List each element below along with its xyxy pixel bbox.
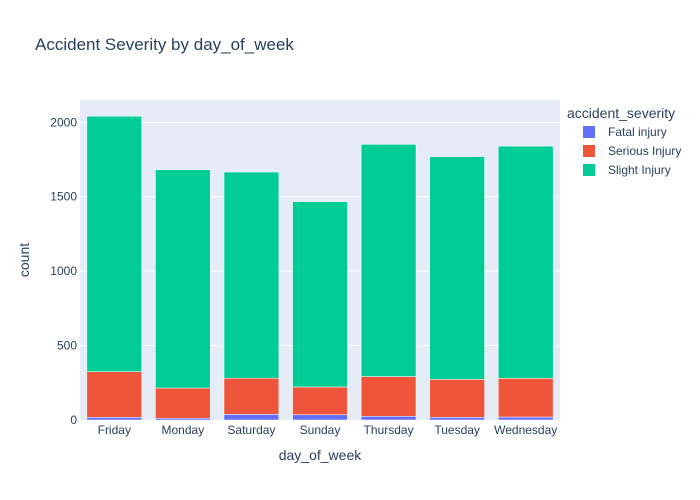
- y-tick-label: 1500: [50, 190, 77, 204]
- bar-sunday-slight-injury: [292, 201, 348, 388]
- bar-wednesday-fatal-injury: [498, 416, 554, 421]
- x-tick-label: Thursday: [364, 423, 414, 437]
- bar-wednesday-serious-injury: [498, 378, 554, 418]
- legend: accident_severity Fatal injury Serious In…: [567, 105, 681, 177]
- legend-label: Fatal injury: [608, 125, 667, 139]
- legend-label: Serious Injury: [608, 144, 681, 158]
- bar-saturday-slight-injury: [223, 171, 280, 379]
- legend-title: accident_severity: [567, 105, 675, 121]
- y-tick-label: 500: [57, 339, 77, 353]
- bar-tuesday-serious-injury: [429, 379, 485, 418]
- bar-tuesday-fatal-injury: [429, 417, 485, 421]
- bar-saturday-fatal-injury: [223, 414, 280, 421]
- x-tick-label: Monday: [162, 423, 205, 437]
- x-tick-label: Wednesday: [494, 423, 557, 437]
- y-axis-ticks: 0 500 1000 1500 2000: [50, 115, 77, 427]
- bar-friday-serious-injury: [86, 371, 142, 418]
- bar-monday-slight-injury: [155, 169, 211, 389]
- bar-friday-fatal-injury: [86, 417, 142, 421]
- bar-saturday-serious-injury: [223, 377, 280, 415]
- x-tick-label: Sunday: [300, 423, 341, 437]
- legend-swatch: [583, 164, 595, 176]
- bar-thursday-slight-injury: [360, 144, 417, 377]
- bars: [86, 115, 554, 421]
- chart-title: Accident Severity by day_of_week: [35, 35, 294, 54]
- legend-swatch: [583, 126, 595, 138]
- legend-items: Fatal injury Serious Injury Slight Injury: [583, 125, 681, 177]
- bar-sunday-serious-injury: [292, 386, 348, 416]
- legend-label: Slight Injury: [608, 163, 671, 177]
- bar-thursday-fatal-injury: [360, 416, 417, 421]
- bar-friday-slight-injury: [86, 115, 142, 372]
- bar-monday-serious-injury: [155, 387, 211, 419]
- x-axis-title: day_of_week: [279, 447, 363, 463]
- y-tick-label: 1000: [50, 264, 77, 278]
- bar-wednesday-slight-injury: [498, 145, 554, 379]
- x-axis-ticks: Friday Monday Saturday Sunday Thursday Tuesda…: [98, 423, 558, 437]
- bar-thursday-serious-injury: [360, 376, 417, 417]
- y-axis-title: count: [16, 243, 32, 277]
- y-tick-label: 2000: [50, 115, 77, 129]
- bar-monday-fatal-injury: [155, 417, 211, 421]
- y-tick-label: 0: [70, 413, 77, 427]
- bar-sunday-fatal-injury: [292, 414, 348, 421]
- x-tick-label: Friday: [98, 423, 131, 437]
- legend-swatch: [583, 145, 595, 157]
- bar-tuesday-slight-injury: [429, 156, 485, 380]
- x-tick-label: Tuesday: [434, 423, 480, 437]
- x-tick-label: Saturday: [227, 423, 275, 437]
